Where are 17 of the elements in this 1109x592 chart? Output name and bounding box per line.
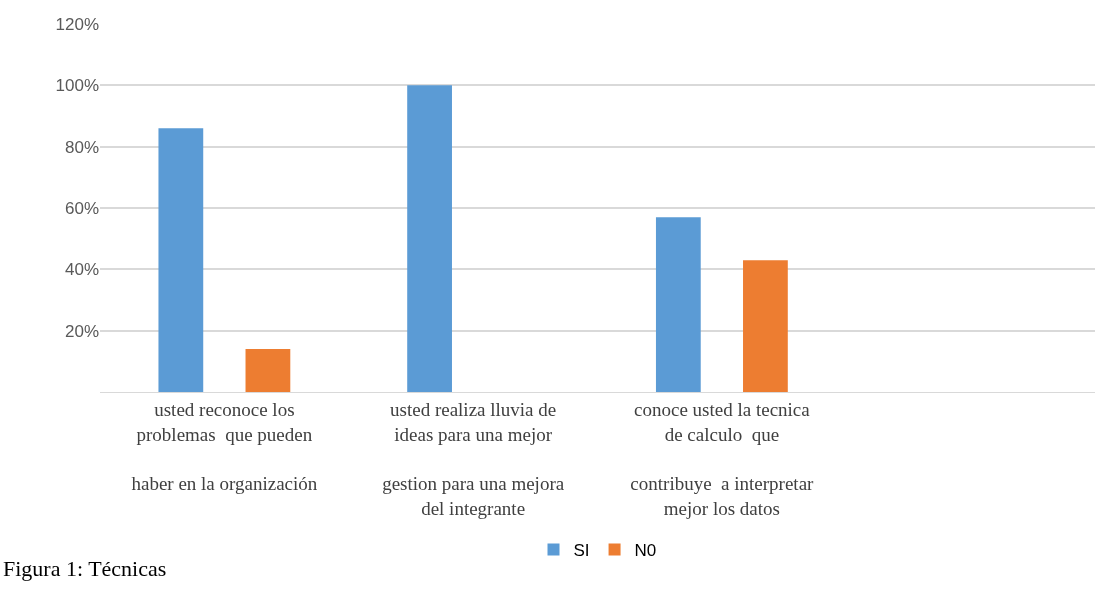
legend-label: SI xyxy=(573,541,590,561)
y-tick-label: 20% xyxy=(64,321,99,341)
legend-label: N0 xyxy=(634,541,657,561)
y-tick-label: 80% xyxy=(64,137,99,157)
bar xyxy=(743,260,788,392)
bar xyxy=(245,349,291,392)
category-label: usted reconoce los problemas que pueden haber en la organización xyxy=(131,398,318,494)
bar xyxy=(158,128,204,392)
text: Figura 1: Técnicas xyxy=(3,556,167,581)
category-label: usted realiza lluvia de ideas para una mejor gestion para una mejora del integrante xyxy=(382,398,565,519)
bar xyxy=(407,85,452,392)
category-label: conoce usted la tecnica de calculo que contribuye a interpretar mejor los datos xyxy=(630,398,814,519)
y-tick-label: 120% xyxy=(55,14,99,34)
y-tick-label: 60% xyxy=(64,198,99,218)
bar xyxy=(655,217,701,392)
y-tick-label: 40% xyxy=(64,260,99,280)
y-tick-label: 100% xyxy=(55,76,99,96)
